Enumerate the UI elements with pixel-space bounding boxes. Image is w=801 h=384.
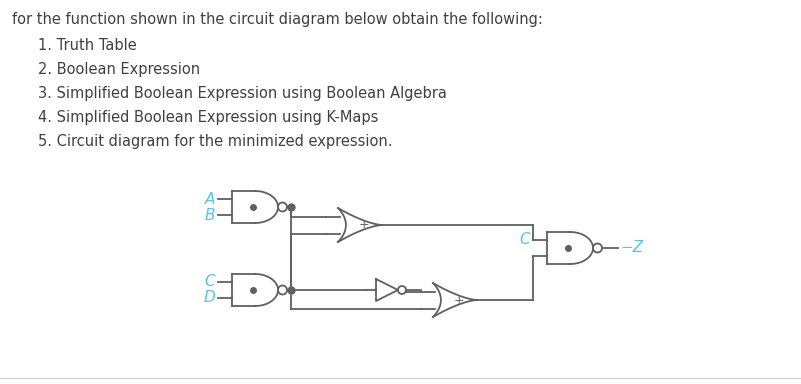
Text: +: + (453, 293, 465, 306)
Text: −Z: −Z (620, 240, 643, 255)
Text: 4. Simplified Boolean Expression using K-Maps: 4. Simplified Boolean Expression using K… (38, 110, 378, 125)
Text: C: C (519, 232, 530, 248)
Text: 2. Boolean Expression: 2. Boolean Expression (38, 62, 200, 77)
Text: for the function shown in the circuit diagram below obtain the following:: for the function shown in the circuit di… (12, 12, 543, 27)
Text: 1. Truth Table: 1. Truth Table (38, 38, 137, 53)
Text: +: + (359, 218, 369, 232)
Text: B: B (204, 207, 215, 222)
Text: C: C (204, 275, 215, 290)
Text: D: D (203, 291, 215, 306)
Text: 5. Circuit diagram for the minimized expression.: 5. Circuit diagram for the minimized exp… (38, 134, 392, 149)
Text: A: A (204, 192, 215, 207)
Text: 3. Simplified Boolean Expression using Boolean Algebra: 3. Simplified Boolean Expression using B… (38, 86, 447, 101)
